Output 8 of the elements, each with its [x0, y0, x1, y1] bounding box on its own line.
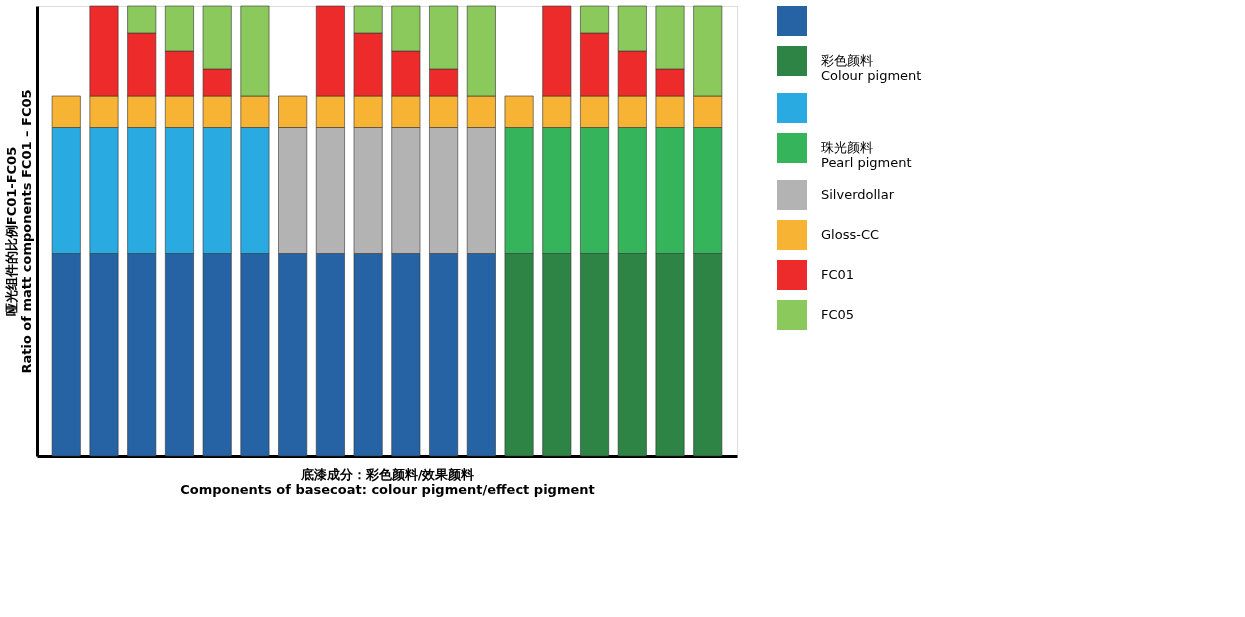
legend-label: 彩色颜料 Colour pigment — [821, 53, 922, 83]
legend-label: 珠光颜料 Pearl pigment — [821, 140, 912, 170]
x-axis-title: 底漆成分：彩色颜料/效果颜料 Components of basecoat: colour pigment/effect pigment — [180, 466, 595, 497]
legend-label: FC05 — [821, 307, 855, 322]
legend-label: FC01 — [821, 267, 855, 282]
y-axis-title: 哑光组件的比例FC01-FC05 Ratio of matt components FC01 – FC05 — [3, 89, 34, 374]
legend-label: Silverdollar — [821, 187, 895, 202]
legend-label: Gloss-CC — [821, 227, 880, 242]
